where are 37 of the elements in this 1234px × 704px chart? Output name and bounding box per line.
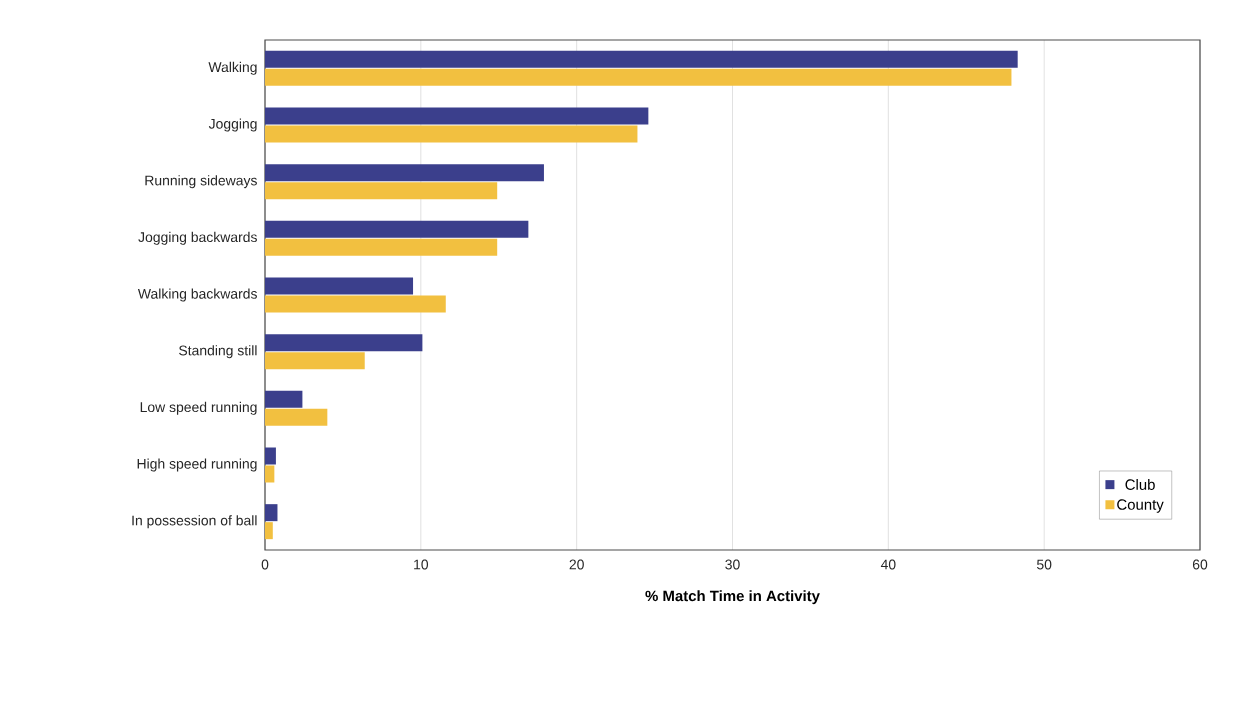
x-tick-label: 10 — [414, 559, 429, 570]
bar — [265, 504, 278, 522]
y-tick-label: High speed running — [137, 458, 257, 472]
x-tick-label: 40 — [880, 559, 896, 570]
bar — [265, 238, 498, 256]
bar — [265, 50, 1018, 68]
bar — [265, 447, 276, 465]
bar — [265, 390, 303, 408]
bar — [265, 68, 1012, 86]
bar — [265, 522, 273, 540]
bar — [265, 277, 414, 295]
bar — [265, 465, 275, 483]
bar — [265, 125, 638, 143]
bar — [265, 408, 328, 426]
bar — [265, 164, 544, 182]
y-tick-label: Running sideways — [145, 175, 257, 189]
bar — [265, 352, 365, 370]
legend-label: County — [1117, 499, 1164, 513]
x-tick-label: 50 — [1036, 559, 1052, 570]
legend-label: Club — [1125, 478, 1155, 490]
y-tick-label: Walking backwards — [137, 288, 257, 302]
bar — [265, 295, 446, 313]
y-tick-label: Jogging — [208, 118, 257, 132]
y-tick-label: In possession of ball — [132, 515, 257, 529]
y-tick-label: Walking — [208, 61, 257, 75]
x-axis-title: % Match Time in Activity — [645, 590, 820, 605]
y-tick-label: Standing still — [179, 345, 257, 359]
bar — [265, 334, 423, 352]
x-tick-label: 30 — [725, 559, 740, 570]
x-tick-label: 60 — [1192, 559, 1208, 570]
bar — [265, 220, 529, 238]
bar — [265, 107, 649, 125]
y-tick-label: Low speed running — [140, 401, 257, 415]
x-tick-label: 0 — [261, 559, 269, 570]
bar — [265, 182, 498, 200]
x-tick-label: 20 — [569, 559, 584, 570]
y-tick-label: Jogging backwards — [138, 231, 257, 245]
